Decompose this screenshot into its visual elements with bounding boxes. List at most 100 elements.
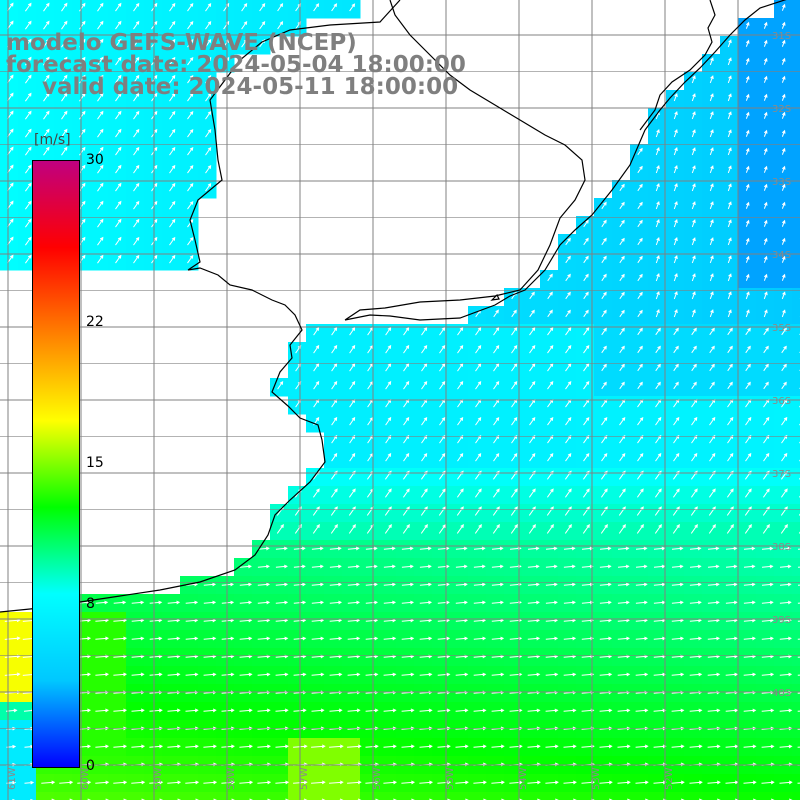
wind-arrow: [673, 273, 678, 282]
wind-arrow: [455, 672, 469, 677]
wind-arrow: [563, 582, 576, 587]
wind-arrow: [583, 452, 590, 462]
wind-arrow: [311, 672, 325, 677]
wind-arrow: [619, 201, 625, 210]
wind-arrow: [421, 452, 428, 462]
wind-arrow: [636, 524, 644, 534]
wind-arrow: [169, 92, 176, 102]
wind-arrow: [115, 2, 122, 12]
wind-arrow: [203, 582, 217, 587]
colorbar-tick: 15: [86, 455, 104, 471]
wind-arrow: [601, 416, 608, 426]
latitude-label: 38S: [772, 542, 791, 553]
wind-arrow: [617, 564, 630, 569]
wind-arrow: [619, 452, 626, 462]
wind-arrow: [331, 3, 338, 12]
wind-arrow: [779, 708, 793, 713]
wind-arrow: [275, 708, 289, 713]
wind-arrow: [420, 524, 428, 534]
wind-arrow: [241, 21, 248, 30]
wind-arrow: [763, 165, 768, 173]
wind-arrow: [709, 309, 714, 318]
wind-arrow: [781, 381, 787, 390]
wind-arrow: [86, 798, 92, 800]
wind-arrow: [781, 237, 786, 245]
wind-arrow: [691, 363, 697, 372]
wind-arrow: [727, 219, 732, 228]
wind-cell: [792, 684, 800, 703]
wind-arrow: [457, 380, 464, 390]
wind-arrow: [565, 452, 572, 462]
wind-arrow: [275, 636, 289, 641]
wind-arrow: [24, 2, 32, 12]
wind-arrow: [745, 129, 750, 137]
wind-arrow: [673, 147, 678, 156]
wind-arrow: [169, 74, 176, 84]
wind-arrow: [43, 2, 50, 12]
wind-arrow: [761, 564, 774, 569]
wind-arrow: [241, 3, 248, 12]
wind-arrow: [635, 546, 648, 551]
wind-arrow: [563, 708, 577, 713]
wind-arrow: [691, 219, 696, 228]
wind-arrow: [257, 636, 271, 641]
wind-arrow: [24, 56, 32, 66]
wind-arrow: [239, 708, 253, 713]
wind-arrow: [349, 416, 356, 426]
wind-arrow: [104, 798, 110, 800]
wind-arrow: [510, 488, 518, 498]
wind-arrow: [97, 56, 104, 66]
wind-arrow: [410, 798, 415, 800]
wind-arrow: [545, 636, 559, 641]
wind-cell: [792, 450, 800, 469]
wind-cell: [792, 738, 800, 757]
wind-arrow: [419, 582, 432, 587]
wind-arrow: [133, 56, 140, 66]
wind-arrow: [752, 798, 757, 800]
wind-arrow: [707, 744, 721, 749]
wind-arrow: [563, 744, 577, 749]
wind-arrow: [437, 600, 450, 605]
wind-arrow: [709, 111, 714, 120]
wind-arrow: [654, 488, 662, 498]
wind-arrow: [4, 672, 21, 677]
wind-arrow: [383, 744, 397, 749]
wind-arrow: [473, 546, 486, 551]
wind-arrow: [115, 236, 122, 246]
wind-arrow: [763, 21, 768, 29]
wind-cell: [792, 54, 800, 73]
wind-arrow: [24, 164, 32, 174]
wind-arrow: [475, 416, 482, 426]
wind-cell: [486, 792, 505, 800]
wind-arrow: [510, 524, 518, 534]
longitude-label: 53W: [591, 767, 602, 790]
wind-arrow: [781, 147, 786, 155]
wind-arrow: [456, 524, 464, 534]
wind-arrow: [527, 744, 541, 749]
wind-arrow: [97, 110, 104, 120]
wind-arrow: [725, 564, 738, 569]
wind-arrow: [690, 488, 698, 498]
wind-arrow: [475, 452, 482, 462]
wind-arrow: [329, 546, 342, 551]
wind-arrow: [763, 75, 768, 83]
wind-arrow: [311, 744, 326, 749]
wind-arrow: [205, 182, 212, 192]
wind-arrow: [79, 110, 86, 120]
wind-arrow: [635, 744, 649, 749]
wind-arrow: [763, 237, 768, 245]
wind-arrow: [619, 309, 625, 318]
wind-arrow: [583, 237, 589, 246]
wind-arrow: [527, 672, 541, 677]
wind-cell: [792, 72, 800, 91]
wind-cell: [378, 792, 397, 800]
wind-arrow: [745, 255, 750, 263]
wind-arrow: [169, 218, 176, 228]
wind-arrow: [311, 546, 324, 551]
wind-arrow: [61, 146, 68, 156]
wind-arrow: [725, 600, 738, 605]
wind-arrow: [419, 744, 433, 749]
wind-arrow: [527, 600, 540, 605]
